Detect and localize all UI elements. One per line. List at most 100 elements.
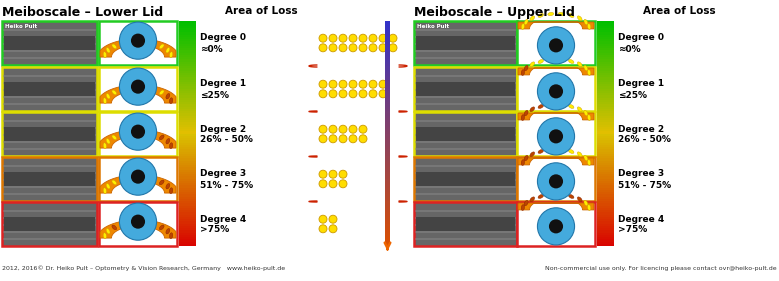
Ellipse shape [150,88,156,92]
Bar [179,75,196,77]
Bar [385,165,390,167]
Bar [385,53,390,55]
Circle shape [329,34,337,42]
Bar [597,239,614,241]
Bar [385,26,390,28]
Bar [179,93,196,95]
Ellipse shape [584,200,588,206]
Ellipse shape [577,197,582,202]
Bar [385,46,390,48]
Bar [597,176,614,178]
Bar [385,149,390,151]
Bar [597,142,614,145]
Text: 51% - 75%: 51% - 75% [618,180,671,189]
Bar [416,127,515,140]
Bar [597,23,614,26]
Bar [385,176,390,178]
Bar [597,127,614,129]
Bar [597,174,614,176]
Bar [4,173,95,185]
Ellipse shape [569,149,574,153]
Polygon shape [518,22,594,29]
Bar [597,73,614,75]
Circle shape [379,90,387,98]
Bar [179,118,196,120]
Ellipse shape [106,183,110,189]
Bar [597,190,614,192]
Polygon shape [100,175,176,193]
Text: Degree 0: Degree 0 [200,33,246,42]
Bar [179,169,196,172]
Circle shape [329,170,337,178]
Bar [179,82,196,84]
Bar [385,111,390,113]
Circle shape [349,135,357,143]
Ellipse shape [160,44,164,49]
Bar [416,173,515,185]
Bar [385,50,390,53]
Bar [597,145,614,147]
Text: Degree 4: Degree 4 [200,214,246,223]
Bar [597,223,614,226]
Ellipse shape [524,110,528,116]
Bar [179,138,196,140]
Bar [385,221,390,223]
Circle shape [131,169,145,184]
Bar [179,129,196,131]
Circle shape [538,27,575,64]
Circle shape [369,34,377,42]
Bar [414,157,517,201]
Ellipse shape [569,194,574,198]
Bar [597,194,614,196]
Bar [597,55,614,57]
Bar [385,145,390,147]
Bar [597,35,614,37]
Ellipse shape [538,13,544,17]
Text: Area of Loss: Area of Loss [643,6,716,16]
Text: Meiboscale – Lower Lid: Meiboscale – Lower Lid [2,6,163,19]
Bar [597,75,614,77]
Bar [597,165,614,167]
Bar [597,71,614,73]
Bar [597,44,614,46]
Bar [517,112,595,156]
Bar [597,219,614,221]
Circle shape [549,84,563,98]
Ellipse shape [140,40,146,44]
Bar [597,118,614,120]
Bar [179,201,196,203]
Ellipse shape [160,90,164,95]
Bar [385,154,390,156]
Bar [597,232,614,235]
Ellipse shape [106,47,110,53]
Bar [385,84,390,86]
Bar [597,111,614,113]
Ellipse shape [160,225,164,230]
Bar [597,50,614,53]
Bar [179,62,196,64]
Bar [4,37,95,50]
Bar [4,217,95,231]
Bar [597,62,614,64]
Bar [4,82,95,96]
Bar [385,203,390,205]
Polygon shape [100,39,176,57]
Bar [414,21,517,65]
Bar [179,113,196,115]
Bar [385,124,390,127]
Circle shape [359,44,367,52]
Bar [597,199,614,201]
Circle shape [379,80,387,88]
Bar [597,106,614,109]
Bar [597,53,614,55]
Bar [385,106,390,109]
Ellipse shape [524,200,528,206]
Bar [385,122,390,124]
Bar [416,82,515,96]
Ellipse shape [569,60,574,64]
Bar [385,86,390,89]
Bar [597,230,614,232]
Bar [597,156,614,158]
Ellipse shape [587,160,590,166]
Bar [416,37,515,50]
